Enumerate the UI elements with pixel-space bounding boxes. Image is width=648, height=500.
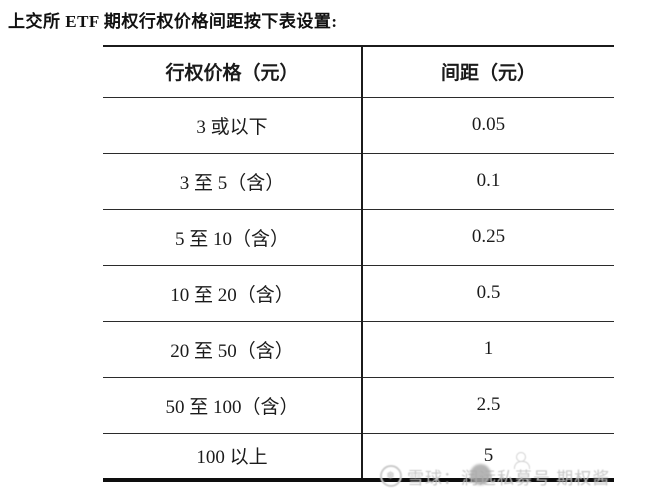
page-title: 上交所 ETF 期权行权价格间距按下表设置: <box>8 12 338 31</box>
table-row: 3 至 5（含） 0.1 <box>103 153 614 210</box>
watermark: ❅ 雪球：润远私募号 期权酱 <box>380 452 611 491</box>
spacing-cell: 0.5 <box>362 265 614 322</box>
table-row: 20 至 50（含） 1 <box>103 321 614 378</box>
spacing-cell: 0.05 <box>362 97 614 154</box>
price-cell: 50 至 100（含） <box>103 377 363 434</box>
table-row: 100 以上 5 <box>103 433 614 480</box>
spacing-cell: 1 <box>362 321 614 378</box>
table-row: 10 至 20（含） 0.5 <box>103 265 614 322</box>
avatar <box>470 464 491 485</box>
spacing-column-header: 间距（元） <box>362 46 614 98</box>
spacing-cell: 0.25 <box>362 209 614 266</box>
table-row: 3 或以下 0.05 <box>103 97 614 154</box>
spacing-cell: 0.1 <box>362 153 614 210</box>
spacing-cell: 2.5 <box>362 377 614 434</box>
xueqiu-logo-icon: ❅ <box>380 465 402 487</box>
price-cell: 20 至 50（含） <box>103 321 363 378</box>
price-cell: 5 至 10（含） <box>103 209 363 266</box>
price-column-header: 行权价格（元） <box>103 46 363 98</box>
person-icon <box>514 452 530 469</box>
price-cell: 10 至 20（含） <box>103 265 363 322</box>
price-cell: 100 以上 <box>103 433 363 480</box>
spacing-cell: 5 <box>483 444 494 466</box>
strike-spacing-table: 行权价格（元） 间距（元） 3 或以下 0.05 3 至 5（含） 0.1 5 … <box>103 45 614 482</box>
table-row: 5 至 10（含） 0.25 <box>103 209 614 266</box>
price-cell: 3 或以下 <box>103 97 363 154</box>
watermark-text: 雪球：润远私募号 期权酱 <box>407 468 611 488</box>
header-row: 行权价格（元） 间距（元） <box>103 46 614 98</box>
price-cell: 3 至 5（含） <box>103 153 363 210</box>
table-row: 50 至 100（含） 2.5 <box>103 377 614 434</box>
